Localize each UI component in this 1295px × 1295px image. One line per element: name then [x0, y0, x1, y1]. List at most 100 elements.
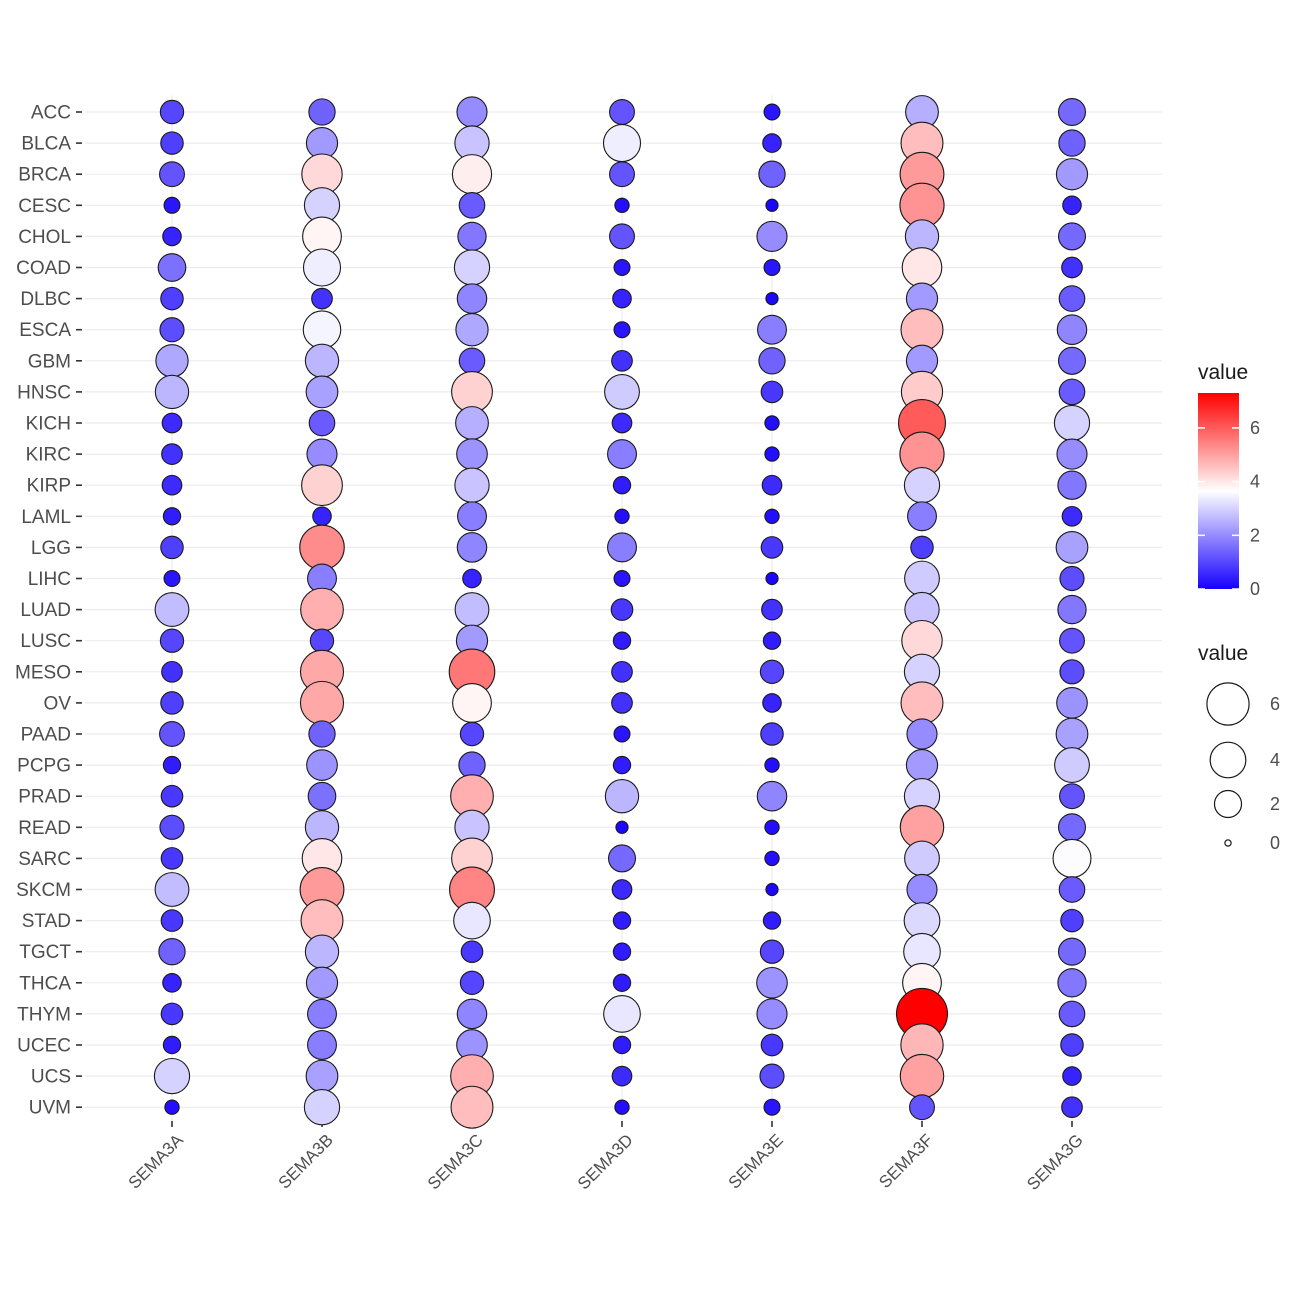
bubble-HNSC-SEMA3B [305, 375, 339, 409]
bubble-LUSC-SEMA3G [1059, 627, 1085, 654]
bubble-LAML-SEMA3C [457, 501, 487, 532]
bubble-LIHC-SEMA3A [163, 569, 181, 588]
bubble-DLBC-SEMA3G [1058, 285, 1086, 312]
color-bar-tick-label: 6 [1250, 418, 1260, 438]
bubble-ESCA-SEMA3D [613, 321, 631, 339]
bubble-KIRP-SEMA3B [301, 464, 343, 507]
y-tick-label: BLCA [21, 134, 71, 155]
y-tick-label: LIHC [28, 569, 71, 590]
bubble-LUAD-SEMA3C [454, 592, 490, 628]
bubble-SARC-SEMA3D [607, 844, 637, 873]
bubble-SARC-SEMA3G [1052, 838, 1092, 878]
bubble-OV-SEMA3B [299, 680, 345, 725]
bubble-LIHC-SEMA3G [1059, 565, 1085, 592]
bubble-TGCT-SEMA3B [304, 934, 340, 969]
bubble-THCA-SEMA3A [162, 972, 182, 993]
bubble-OV-SEMA3E [762, 693, 782, 713]
x-axis-ticks: SEMA3A SEMA3B SEMA3C SEMA3D SEMA3E SEMA3F SEMA… [125, 1121, 1087, 1194]
color-bar-ticks: 6 4 2 0 [1198, 418, 1260, 599]
bubble-UCS-SEMA3A [153, 1057, 191, 1095]
color-bar [1198, 393, 1239, 589]
bubble-CESC-SEMA3A [163, 196, 181, 214]
bubble-KIRC-SEMA3C [456, 438, 488, 470]
bubble-PCPG-SEMA3G [1054, 747, 1090, 784]
bubble-LAML-SEMA3B [312, 506, 332, 527]
bubble-SARC-SEMA3A [160, 847, 184, 870]
bubble-SKCM-SEMA3D [611, 879, 633, 900]
bubble-GBM-SEMA3E [758, 347, 786, 375]
bubble-LAML-SEMA3A [162, 507, 182, 526]
bubble-SKCM-SEMA3E [765, 882, 779, 897]
bubble-GBM-SEMA3G [1057, 346, 1087, 375]
bubble-THCA-SEMA3B [305, 966, 339, 999]
bubble-PCPG-SEMA3C [458, 751, 486, 779]
x-tick-label: SEMA3F [875, 1130, 937, 1192]
bubble-TGCT-SEMA3G [1057, 937, 1087, 966]
y-tick-label: LGG [31, 538, 71, 559]
bubble-COAD-SEMA3E [763, 258, 781, 277]
color-legend: value 6 4 2 0 [1198, 361, 1260, 599]
bubble-ACC-SEMA3B [308, 98, 336, 126]
size-legend: value 6 4 2 0 [1198, 642, 1280, 853]
size-legend-circle [1209, 741, 1247, 779]
bubble-PAAD-SEMA3B [308, 720, 336, 748]
bubble-PAAD-SEMA3G [1055, 717, 1089, 751]
size-legend-circle [1224, 839, 1232, 847]
bubble-UCS-SEMA3D [611, 1065, 633, 1087]
bubble-LUSC-SEMA3B [309, 628, 335, 653]
bubble-PAAD-SEMA3E [760, 722, 784, 746]
y-tick-label: KIRP [27, 476, 71, 497]
bubble-PRAD-SEMA3B [307, 781, 337, 811]
size-legend-label: 2 [1270, 794, 1280, 814]
y-tick-label: GBM [28, 351, 71, 372]
y-tick-label: PAAD [21, 725, 71, 746]
y-tick-label: BRCA [18, 165, 71, 186]
bubble-PRAD-SEMA3A [160, 784, 184, 808]
x-tick-label: SEMA3A [125, 1130, 188, 1193]
bubble-LUAD-SEMA3B [300, 587, 344, 632]
bubble-THCA-SEMA3D [612, 973, 632, 992]
bubble-LGG-SEMA3E [760, 536, 784, 559]
bubble-CHOL-SEMA3E [756, 220, 788, 252]
bubble-LUAD-SEMA3A [154, 592, 190, 628]
y-tick-label: READ [18, 818, 71, 839]
bubble-STAD-SEMA3A [160, 909, 184, 932]
bubble-THCA-SEMA3G [1057, 968, 1087, 998]
size-legend-circle [1206, 682, 1250, 726]
y-tick-label: TGCT [19, 942, 71, 963]
bubble-DLBC-SEMA3A [160, 286, 184, 311]
bubble-PRAD-SEMA3G [1059, 783, 1085, 810]
bubble-OV-SEMA3D [611, 692, 633, 714]
color-bar-tick-label: 0 [1250, 579, 1260, 599]
y-tick-label: HNSC [17, 382, 71, 403]
bubble-CESC-SEMA3D [614, 197, 630, 213]
bubble-DLBC-SEMA3E [765, 291, 779, 306]
bubble-THYM-SEMA3C [456, 998, 488, 1030]
bubble-OV-SEMA3G [1056, 687, 1088, 719]
bubble-UVM-SEMA3B [303, 1089, 341, 1126]
bubble-SKCM-SEMA3G [1058, 876, 1086, 903]
bubble-KIRP-SEMA3A [161, 474, 183, 496]
bubble-STAD-SEMA3D [612, 911, 632, 930]
y-tick-label: UCEC [17, 1036, 71, 1057]
bubble-LGG-SEMA3B [299, 524, 345, 571]
y-tick-label: UVM [29, 1098, 71, 1119]
x-tick-label: SEMA3B [275, 1130, 337, 1192]
y-tick-label: ACC [31, 103, 71, 124]
bubble-BRCA-SEMA3A [159, 161, 185, 188]
bubble-UVM-SEMA3A [164, 1099, 180, 1115]
bubble-KIRP-SEMA3G [1057, 470, 1087, 500]
bubble-GBM-SEMA3B [304, 343, 340, 378]
bubble-KIRC-SEMA3E [764, 446, 780, 462]
size-legend-label: 6 [1270, 694, 1280, 714]
bubble-KIRP-SEMA3C [454, 467, 490, 503]
bubble-PRAD-SEMA3E [756, 780, 788, 812]
bubble-CESC-SEMA3E [765, 198, 779, 212]
bubble-KIRP-SEMA3E [761, 474, 783, 496]
bubble-THYM-SEMA3A [160, 1002, 184, 1026]
size-legend-items: 6 4 2 0 [1206, 682, 1280, 853]
y-tick-label: THYM [17, 1004, 71, 1025]
bubble-KICH-SEMA3E [764, 415, 780, 431]
bubble-LIHC-SEMA3E [765, 571, 779, 586]
